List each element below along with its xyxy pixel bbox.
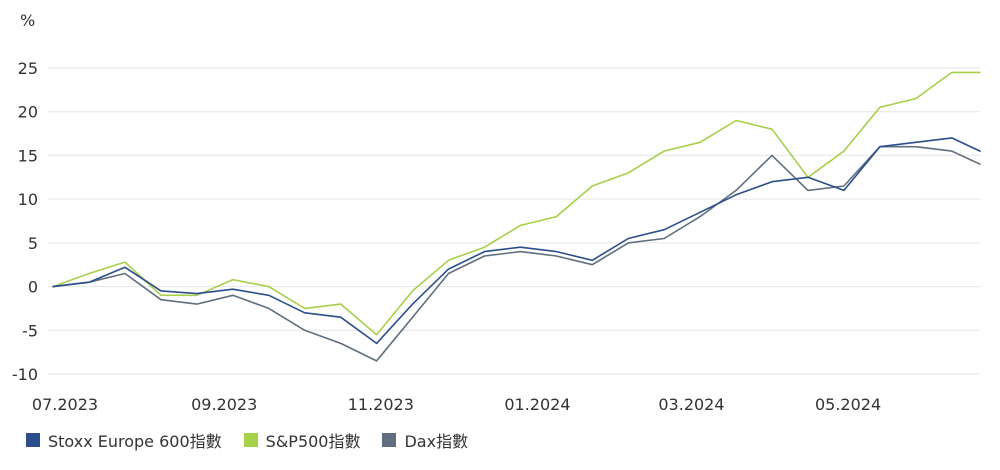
y-tick-label: -5	[22, 321, 38, 340]
legend-label: Dax指數	[404, 432, 469, 451]
legend-item[interactable]: S&P500指數	[243, 428, 361, 452]
legend-item[interactable]: Stoxx Europe 600指數	[26, 428, 222, 452]
y-tick-label: 10	[18, 190, 38, 209]
series-line-1	[52, 71, 981, 336]
grid	[48, 67, 980, 375]
x-tick-label: 03.2024	[658, 395, 724, 414]
y-tick-label: 20	[18, 103, 38, 122]
x-axis-ticks: 07.2023 09.2023 11.2023 01.2024 03.2024 05.20…	[32, 395, 881, 414]
y-tick-label: 25	[18, 59, 38, 78]
series-line-0	[52, 137, 981, 345]
y-axis-ticks: -10 -5 0 5 10 15 20 25	[12, 59, 38, 384]
legend-label: S&P500指數	[265, 432, 361, 451]
series-lines	[52, 71, 981, 362]
y-tick-label: 0	[28, 278, 38, 297]
x-tick-label: 05.2024	[815, 395, 881, 414]
x-tick-label: 01.2024	[504, 395, 570, 414]
legend-label: Stoxx Europe 600指數	[48, 432, 222, 451]
legend-swatch	[243, 433, 258, 447]
x-tick-label: 09.2023	[191, 395, 257, 414]
y-tick-label: 5	[28, 234, 38, 253]
legend: Stoxx Europe 600指數 S&P500指數 Dax指數	[26, 428, 468, 452]
y-unit-label: %	[20, 11, 35, 30]
legend-swatch	[26, 433, 40, 447]
x-tick-label: 11.2023	[348, 395, 414, 414]
y-tick-label: 15	[18, 146, 38, 165]
series-line-2	[52, 145, 981, 362]
legend-swatch	[382, 433, 397, 447]
legend-item[interactable]: Dax指數	[382, 428, 468, 452]
x-tick-label: 07.2023	[32, 395, 98, 414]
y-tick-label: -10	[12, 365, 38, 384]
